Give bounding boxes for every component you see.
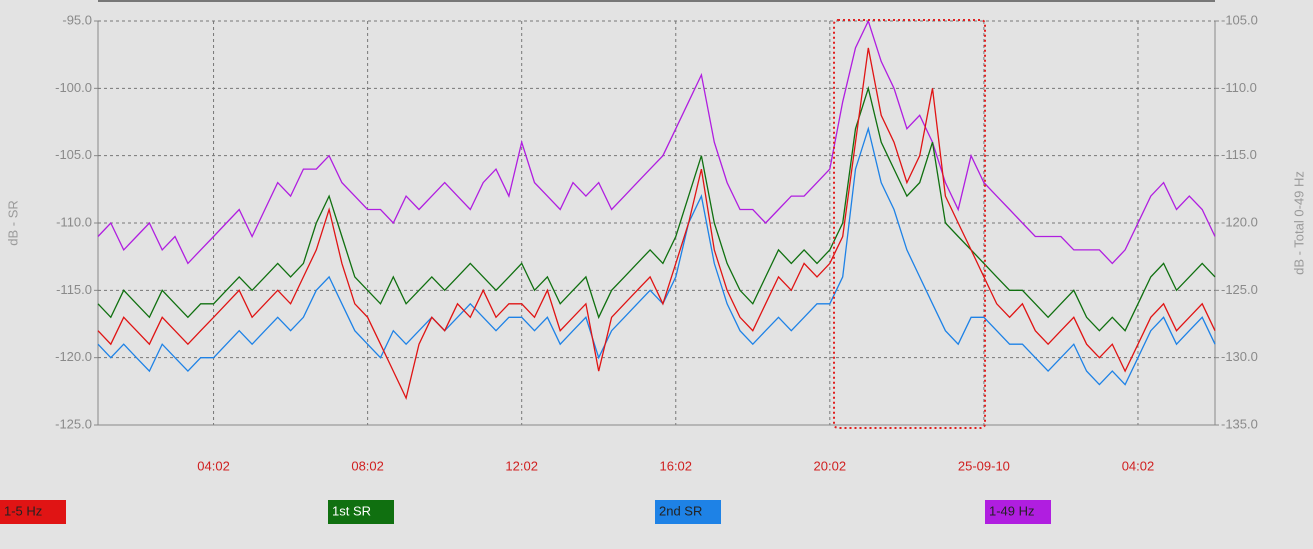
- y-tick-label: -120.0: [55, 349, 92, 364]
- y-axis-label: dB - SR: [5, 200, 20, 246]
- series-line: [97, 126, 1216, 386]
- series-line: [97, 47, 1216, 401]
- x-tick-label: 08:02: [351, 458, 384, 473]
- legend-label: 2nd SR: [659, 503, 702, 518]
- series-line: [97, 85, 1216, 332]
- y2-tick-label: -120.0: [1221, 214, 1258, 229]
- y2-tick-label: -135.0: [1221, 416, 1258, 431]
- legend-swatch: [328, 500, 394, 524]
- highlight-box: [833, 19, 986, 429]
- legend-label: 1st SR: [332, 503, 371, 518]
- y2-tick-label: -110.0: [1221, 80, 1257, 95]
- y2-tick-label: -115.0: [1221, 147, 1257, 162]
- y-tick-label: -125.0: [55, 416, 92, 431]
- series-line: [97, 19, 1216, 265]
- y-tick-label: -105.0: [55, 147, 92, 162]
- x-tick-label: 20:02: [814, 458, 847, 473]
- y2-tick-label: -105.0: [1221, 12, 1258, 27]
- x-tick-label: 16:02: [659, 458, 692, 473]
- y2-axis-label: dB - Total 0-49 Hz: [1291, 171, 1306, 275]
- x-tick-label: 25-09-10: [958, 458, 1010, 473]
- legend-swatch: [985, 500, 1051, 524]
- legend-swatch: [0, 500, 66, 524]
- plot-area: [94, 19, 1219, 426]
- y-tick-label: -95.0: [62, 12, 92, 27]
- legend-label: 1-5 Hz: [4, 503, 42, 518]
- x-tick-label: 12:02: [505, 458, 538, 473]
- y2-tick-label: -125.0: [1221, 282, 1258, 297]
- y2-tick-label: -130.0: [1221, 349, 1258, 364]
- legend-label: 1-49 Hz: [989, 503, 1035, 518]
- y-tick-label: -100.0: [55, 80, 92, 95]
- x-tick-label: 04:02: [197, 458, 230, 473]
- y-tick-label: -110.0: [56, 214, 92, 229]
- y-tick-label: -115.0: [56, 282, 92, 297]
- x-tick-label: 04:02: [1122, 458, 1155, 473]
- legend-swatch: [655, 500, 721, 524]
